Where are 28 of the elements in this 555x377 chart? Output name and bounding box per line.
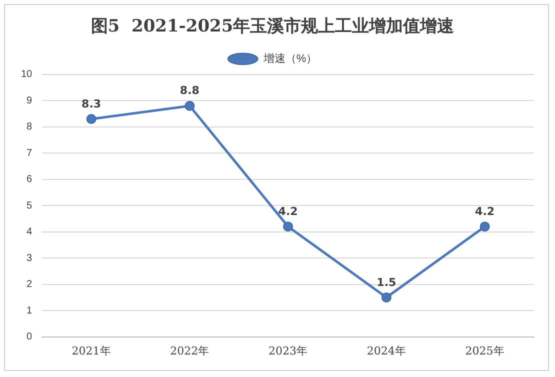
y-tick-label: 6	[26, 174, 33, 186]
x-tick-label: 2021年	[72, 344, 111, 358]
data-label: 4.2	[475, 204, 495, 218]
y-tick-label: 1	[26, 305, 33, 316]
x-tick-label: 2023年	[268, 344, 308, 358]
y-tick-label: 5	[26, 200, 33, 212]
data-label: 4.2	[278, 204, 298, 218]
data-label: 8.3	[82, 97, 102, 110]
point	[184, 100, 195, 111]
y-tick-label: 7	[26, 148, 33, 159]
y-tick-label: 8	[26, 122, 33, 133]
point	[86, 114, 96, 124]
x-tick-label: 2025年	[465, 344, 504, 358]
chart-title: 图5 2021-2025年玉溪市规上工业增加值增速	[90, 16, 454, 37]
x-tick-label: 2022年	[170, 344, 210, 358]
y-tick-label: 3	[26, 252, 33, 264]
legend-label: 增速（%）	[262, 52, 318, 65]
y-tick-label: 9	[26, 95, 33, 106]
data-label: 8.8	[180, 84, 200, 98]
point	[480, 222, 490, 232]
data-label: 1.5	[376, 276, 396, 289]
point	[283, 222, 294, 232]
y-tick-label: 4	[26, 226, 33, 238]
point	[381, 292, 392, 302]
y-tick-label: 0	[26, 332, 33, 343]
y-tick-label: 2	[26, 279, 33, 290]
x-tick-label: 2024年	[366, 344, 406, 358]
y-tick-label: 10	[21, 69, 33, 80]
